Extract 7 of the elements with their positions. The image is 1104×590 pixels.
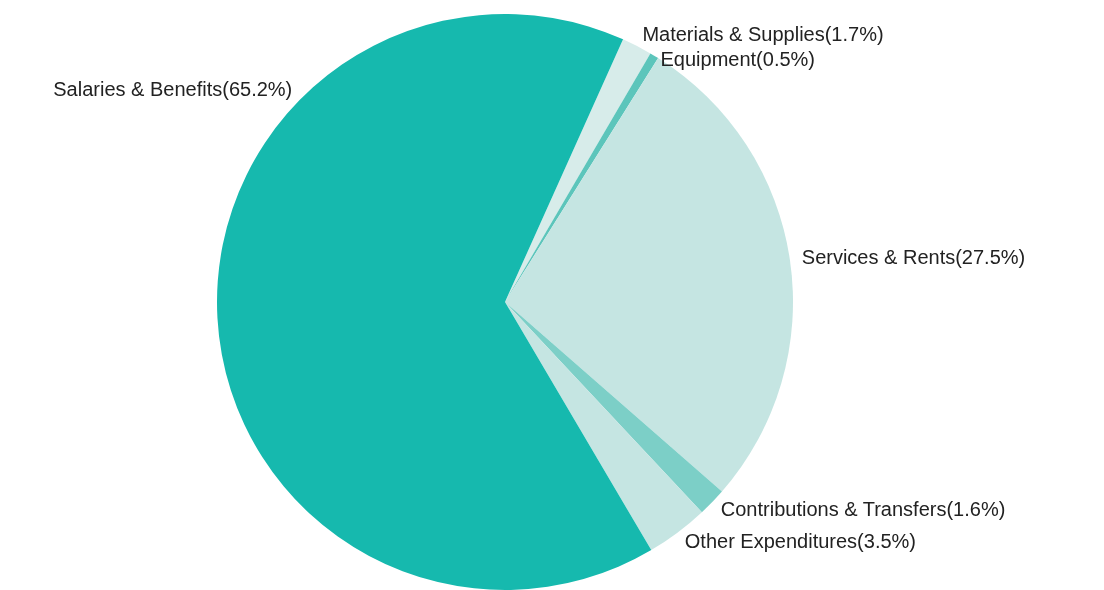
slice-label: Salaries & Benefits(65.2%) (53, 78, 293, 101)
slice-label: Equipment(0.5%) (660, 48, 816, 71)
slice-label: Contributions & Transfers(1.6%) (720, 498, 1006, 521)
slice-label: Other Expenditures(3.5%) (684, 530, 917, 553)
slice-label: Materials & Supplies(1.7%) (642, 23, 884, 46)
slice-label: Services & Rents(27.5%) (801, 246, 1026, 269)
pie-slice (505, 302, 722, 513)
